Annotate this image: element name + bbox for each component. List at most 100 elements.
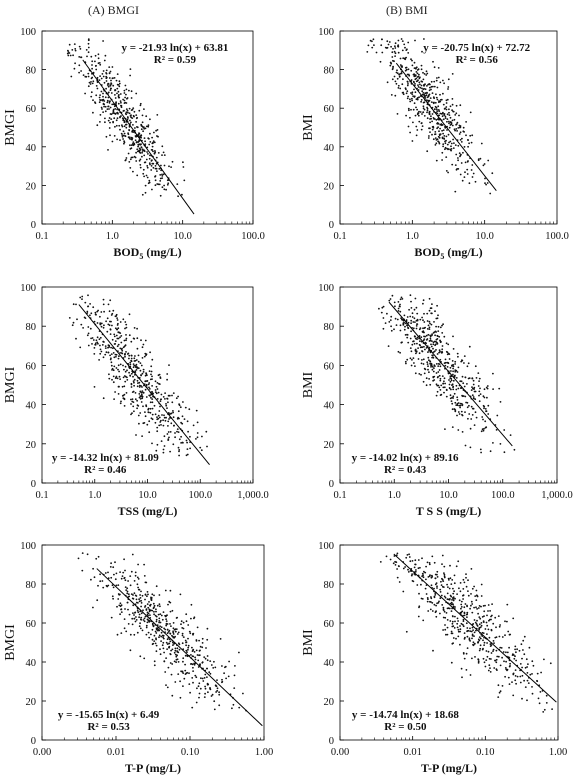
data-point xyxy=(131,398,134,400)
data-point xyxy=(136,576,139,579)
data-point xyxy=(120,335,123,337)
data-point xyxy=(169,632,172,635)
data-point xyxy=(429,337,432,340)
data-point xyxy=(401,298,404,300)
data-point xyxy=(459,380,462,383)
data-point xyxy=(151,442,153,445)
data-point xyxy=(127,117,129,119)
data-point xyxy=(443,362,446,364)
data-point xyxy=(411,580,414,582)
data-point xyxy=(372,38,375,41)
data-point xyxy=(151,145,154,148)
data-point xyxy=(434,101,437,104)
data-point xyxy=(92,567,94,570)
data-point xyxy=(92,71,95,74)
data-point xyxy=(463,657,466,660)
data-point xyxy=(454,370,457,373)
data-point xyxy=(413,566,416,569)
data-point xyxy=(413,102,416,105)
data-point xyxy=(149,407,152,410)
data-point xyxy=(234,665,236,667)
data-point xyxy=(441,585,444,588)
data-point xyxy=(131,400,134,403)
data-point xyxy=(126,601,129,604)
data-point xyxy=(521,666,523,669)
data-point xyxy=(492,648,495,651)
data-point xyxy=(473,606,475,609)
data-point xyxy=(502,651,505,653)
regression-line xyxy=(78,304,210,466)
data-point xyxy=(185,649,188,652)
data-point xyxy=(129,374,132,377)
data-point xyxy=(128,137,131,140)
data-point xyxy=(146,621,149,624)
data-point xyxy=(431,113,434,115)
data-point xyxy=(108,66,111,68)
data-point xyxy=(456,626,459,629)
data-point xyxy=(482,647,484,650)
data-point xyxy=(463,385,466,388)
data-point xyxy=(111,77,114,80)
data-point xyxy=(183,179,186,182)
data-point xyxy=(449,116,452,119)
data-point xyxy=(422,78,425,81)
data-point xyxy=(156,416,158,418)
data-point xyxy=(227,675,230,678)
data-point xyxy=(437,325,440,328)
data-point xyxy=(473,388,475,390)
data-point xyxy=(123,398,126,401)
data-point xyxy=(132,604,135,607)
data-point xyxy=(454,410,457,413)
y-tick-label: 100 xyxy=(20,27,36,38)
regression-line xyxy=(395,62,497,192)
data-point xyxy=(134,156,137,159)
data-point xyxy=(149,163,151,166)
data-point xyxy=(112,381,115,384)
data-point xyxy=(442,382,445,385)
data-point xyxy=(155,638,158,641)
data-point xyxy=(463,581,466,584)
data-point xyxy=(482,605,485,607)
data-point xyxy=(136,379,139,382)
data-point xyxy=(169,601,172,604)
data-point xyxy=(429,339,432,342)
data-point xyxy=(120,104,122,107)
x-axis-label-name: TSS xyxy=(118,504,140,518)
data-point xyxy=(99,114,102,116)
data-point xyxy=(445,350,448,353)
data-point xyxy=(450,661,453,664)
data-point xyxy=(489,667,491,669)
data-point xyxy=(185,439,188,442)
data-point xyxy=(71,324,74,327)
data-point xyxy=(118,355,120,358)
data-point xyxy=(160,640,163,642)
data-point xyxy=(495,626,497,629)
data-point xyxy=(128,334,131,337)
data-point xyxy=(140,401,143,403)
data-point xyxy=(112,566,115,569)
data-point xyxy=(233,687,236,689)
data-point xyxy=(108,324,111,327)
data-point xyxy=(441,129,443,132)
data-point xyxy=(167,438,170,441)
data-point xyxy=(442,79,444,82)
data-point xyxy=(419,318,422,321)
data-point xyxy=(155,628,158,631)
data-point xyxy=(144,143,147,146)
data-point xyxy=(210,664,213,666)
data-point xyxy=(401,83,404,86)
plot-frame xyxy=(41,544,265,741)
data-point xyxy=(406,316,409,318)
data-point xyxy=(435,372,438,374)
data-point xyxy=(107,119,110,122)
data-point xyxy=(218,704,221,707)
data-point xyxy=(119,571,121,573)
data-point xyxy=(456,352,459,355)
data-point xyxy=(144,415,147,418)
data-point xyxy=(130,97,133,99)
data-point xyxy=(126,379,129,381)
data-point xyxy=(445,135,448,138)
data-point xyxy=(457,159,459,162)
data-point xyxy=(480,624,483,627)
